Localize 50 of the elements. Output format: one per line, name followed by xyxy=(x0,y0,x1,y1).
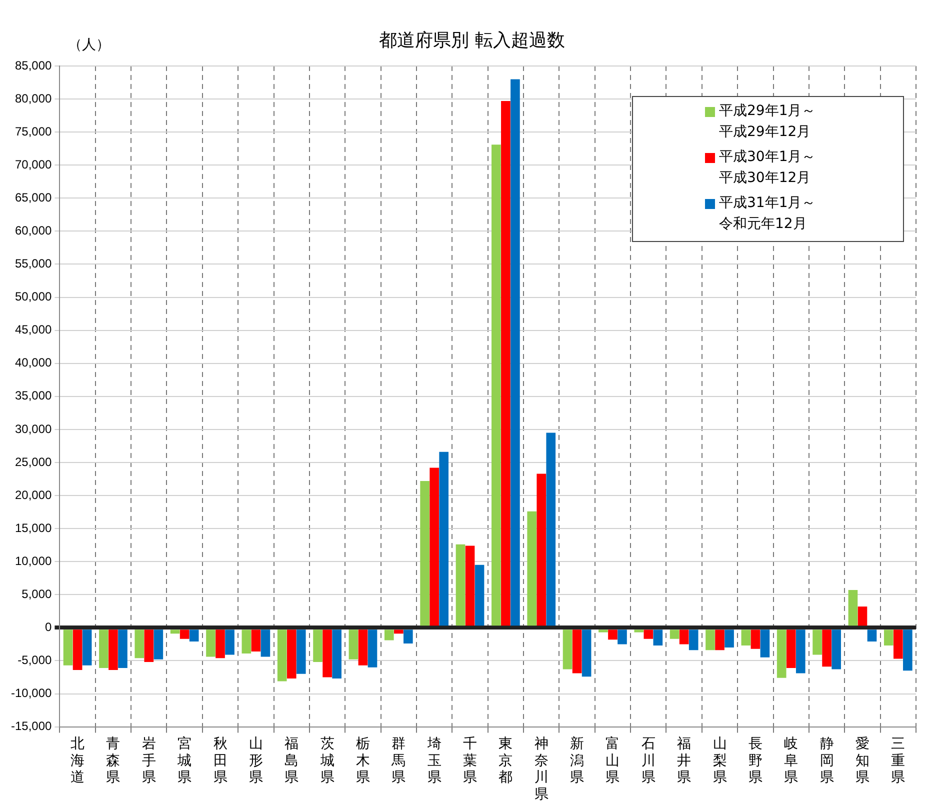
x-tick-label: 富山県 xyxy=(606,735,620,785)
chart-title: 都道府県別 転入超過数 xyxy=(379,30,565,51)
y-tick-label: 0 xyxy=(45,620,52,634)
y-tick-label: -10,000 xyxy=(10,686,52,700)
y-tick-label: 20,000 xyxy=(14,488,52,502)
y-tick-label: 70,000 xyxy=(14,157,52,172)
x-tick-label: 千葉県 xyxy=(463,735,478,785)
legend-label: 平成29年1月～平成29年12月 xyxy=(719,102,817,142)
y-tick-label: 35,000 xyxy=(14,388,52,403)
y-tick-label: 80,000 xyxy=(14,91,52,106)
legend-label: 平成31年1月～令和元年12月 xyxy=(719,194,817,234)
x-tick-label: 福島県 xyxy=(284,735,299,785)
x-tick-label: 北海道 xyxy=(70,735,85,785)
y-tick-label: 55,000 xyxy=(14,256,52,271)
x-tick-label: 長野県 xyxy=(748,735,762,785)
x-tick-label: 秋田県 xyxy=(213,735,228,785)
y-tick-label: 40,000 xyxy=(14,356,52,370)
x-tick-label: 山形県 xyxy=(248,735,263,785)
y-tick-label: 85,000 xyxy=(14,58,52,72)
y-tick-label: 50,000 xyxy=(14,290,52,304)
x-tick-label: 神奈川県 xyxy=(534,735,548,802)
y-tick-label: 15,000 xyxy=(14,520,52,535)
x-tick-label: 岐阜県 xyxy=(784,735,798,785)
x-tick-label: 山梨県 xyxy=(712,735,727,785)
x-tick-label: 愛知県 xyxy=(855,735,870,785)
x-tick-label: 石川県 xyxy=(641,735,656,785)
y-tick-label: 10,000 xyxy=(14,554,52,568)
y-axis-title: （人） xyxy=(68,36,110,54)
legend-label: 平成30年1月～平成30年12月 xyxy=(719,148,817,188)
x-tick-label: 福井県 xyxy=(677,735,692,785)
y-tick-label: 65,000 xyxy=(14,190,52,204)
y-tick-label: 60,000 xyxy=(14,224,52,238)
x-tick-label: 宮城県 xyxy=(176,735,192,785)
x-tick-label: 青森県 xyxy=(106,735,120,785)
y-tick-label: 75,000 xyxy=(14,124,52,138)
x-tick-label: 栃木県 xyxy=(356,735,370,785)
y-tick-label: -5,000 xyxy=(18,653,52,668)
x-tick-label: 埼玉県 xyxy=(426,735,442,785)
x-tick-label: 岩手県 xyxy=(142,735,156,785)
y-tick-label: 45,000 xyxy=(14,322,52,337)
x-tick-label: 静岡県 xyxy=(820,735,834,785)
y-tick-label: 5,000 xyxy=(22,586,52,601)
x-tick-label: 群馬県 xyxy=(390,735,406,785)
x-tick-label: 東京都 xyxy=(498,735,513,785)
x-tick-label: 三重県 xyxy=(891,735,906,785)
y-tick-label: -15,000 xyxy=(10,719,52,734)
y-tick-label: 30,000 xyxy=(14,422,52,436)
x-tick-label: 茨城県 xyxy=(319,735,334,785)
y-tick-label: 25,000 xyxy=(14,454,52,469)
x-tick-label: 新潟県 xyxy=(570,735,584,785)
